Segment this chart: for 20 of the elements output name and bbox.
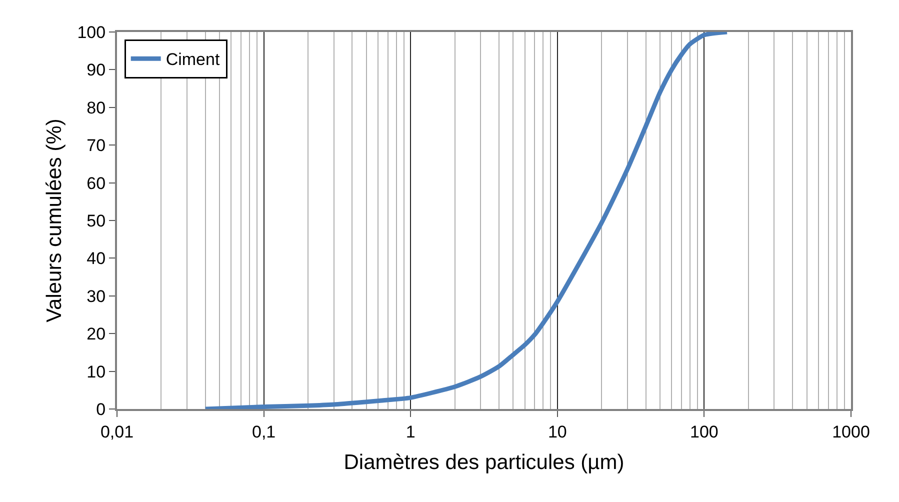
y-tick-label: 50	[86, 211, 106, 230]
y-tick-label: 20	[86, 324, 106, 344]
x-tick-label: 1000	[832, 422, 870, 442]
y-tick-label: 90	[86, 60, 106, 80]
x-axis-title: Diamètres des particules (µm)	[344, 451, 624, 474]
y-tick-label: 10	[86, 362, 106, 382]
x-tick-label: 100	[690, 422, 718, 442]
y-tick-label: 80	[86, 98, 106, 118]
y-tick-label: 100	[77, 22, 106, 42]
y-tick-label: 70	[86, 136, 106, 156]
y-tick-label: 0	[96, 400, 106, 419]
y-tick-label: 40	[86, 249, 106, 268]
x-tick-label: 1	[406, 422, 416, 442]
x-tick-label: 0,1	[252, 422, 276, 442]
x-tick-label: 10	[548, 422, 567, 442]
x-tick-label: 0,01	[100, 422, 134, 442]
y-tick-label: 60	[86, 174, 106, 193]
y-tick-label: 30	[86, 286, 106, 306]
legend-label: Ciment	[166, 50, 220, 70]
y-axis-title: Valeurs cumulées (%)	[42, 118, 66, 322]
